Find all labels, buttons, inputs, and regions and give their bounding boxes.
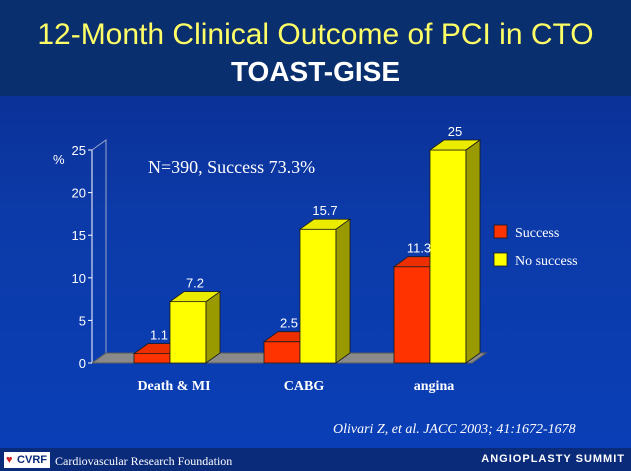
cvrf-logo: CVRF <box>4 452 50 468</box>
title-banner <box>0 0 631 96</box>
y-tick-label: 10 <box>72 271 86 286</box>
slide-subtitle: TOAST-GISE <box>230 56 401 87</box>
axis-back-wall <box>91 139 107 364</box>
legend-swatch <box>493 252 508 267</box>
data-label: 2.5 <box>280 316 298 331</box>
data-label: 15.7 <box>312 203 337 218</box>
bar-front <box>133 353 171 364</box>
x-tick-label: Death & MI <box>137 379 210 394</box>
bar-front <box>299 228 337 364</box>
data-label: 25 <box>448 124 462 139</box>
legend-label: No success <box>515 254 578 269</box>
bar-front <box>263 341 301 364</box>
bar <box>428 139 482 364</box>
bar-front <box>169 301 207 364</box>
x-tick-label: CABG <box>284 379 325 394</box>
bar <box>168 290 222 364</box>
bar <box>298 218 352 364</box>
citation: Olivari Z, et al. JACC 2003; 41:1672-167… <box>333 422 576 437</box>
bar-side <box>465 139 481 364</box>
data-label: 7.2 <box>186 276 204 291</box>
y-tick-label: 5 <box>79 313 86 328</box>
legend-swatch <box>493 224 508 239</box>
legend-label: Success <box>515 226 559 241</box>
y-tick-label: 0 <box>79 356 86 371</box>
y-tick-label: 20 <box>72 186 86 201</box>
summit-name: ANGIOPLASTY SUMMIT <box>481 453 625 465</box>
heart-icon: ♥ <box>6 454 13 466</box>
footer-bar <box>0 448 631 471</box>
data-label: 11.3 <box>407 241 431 256</box>
chart-annotation: N=390, Success 73.3% <box>148 157 315 177</box>
x-tick-label: angina <box>414 379 454 394</box>
y-tick-label: 25 <box>72 143 86 158</box>
bar-front <box>393 266 431 364</box>
foundation-name: Cardiovascular Research Foundation <box>55 454 233 468</box>
bar-side <box>205 290 221 364</box>
y-axis-label: % <box>53 152 65 167</box>
bar-front <box>429 149 467 364</box>
slide-title: 12-Month Clinical Outcome of PCI in CTO <box>37 18 594 51</box>
y-tick-label: 15 <box>72 228 86 243</box>
bar-side <box>335 218 351 364</box>
data-label: 1.1 <box>150 328 168 343</box>
